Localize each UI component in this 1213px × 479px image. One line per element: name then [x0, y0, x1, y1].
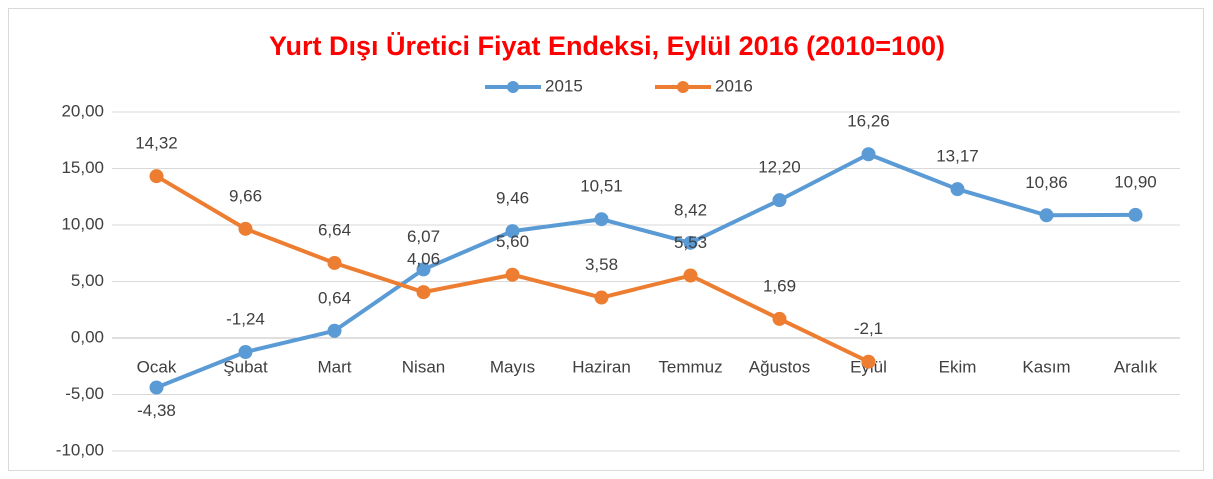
data-label: 10,90 — [1114, 172, 1157, 191]
y-tick-label: -10,00 — [56, 440, 104, 459]
y-tick-label: 10,00 — [61, 214, 104, 233]
data-point — [416, 262, 431, 277]
data-point — [594, 212, 609, 227]
data-point — [327, 255, 342, 270]
data-label: 0,64 — [318, 288, 351, 307]
legend-label: 2016 — [715, 76, 753, 95]
x-tick-label: Haziran — [572, 357, 631, 376]
chart-title: Yurt Dışı Üretici Fiyat Endeksi, Eylül 2… — [269, 31, 945, 61]
data-label: 10,51 — [580, 177, 623, 196]
y-tick-label: 0,00 — [71, 327, 104, 346]
x-tick-label: Nisan — [402, 357, 445, 376]
x-tick-label: Mayıs — [490, 357, 535, 376]
data-label: 13,17 — [936, 147, 979, 166]
data-label: -4,38 — [137, 401, 176, 420]
data-point — [238, 345, 253, 360]
data-point — [149, 169, 164, 184]
data-label: -1,24 — [226, 309, 265, 328]
data-label: 9,66 — [229, 186, 262, 205]
data-point — [594, 290, 609, 305]
data-label: 6,64 — [318, 220, 351, 239]
y-tick-label: -5,00 — [65, 384, 104, 403]
data-label: 12,20 — [758, 158, 801, 177]
data-point — [149, 380, 164, 395]
data-point — [861, 147, 876, 162]
y-tick-label: 5,00 — [71, 271, 104, 290]
data-label: 16,26 — [847, 112, 890, 131]
x-tick-label: Temmuz — [658, 357, 722, 376]
data-point — [327, 323, 342, 338]
data-label: 5,60 — [496, 232, 529, 251]
data-point — [1128, 207, 1143, 222]
data-point — [683, 235, 698, 250]
x-tick-label: Kasım — [1022, 357, 1070, 376]
data-point — [861, 354, 876, 369]
data-label: 8,42 — [674, 200, 707, 219]
data-point — [772, 311, 787, 326]
legend-label: 2015 — [545, 76, 583, 95]
data-point — [505, 224, 520, 239]
chart-frame — [8, 8, 1204, 471]
data-label: 6,07 — [407, 227, 440, 246]
x-tick-label: Aralık — [1114, 357, 1158, 376]
data-label: 10,86 — [1025, 173, 1068, 192]
data-label: 5,53 — [674, 233, 707, 252]
data-label: 9,46 — [496, 189, 529, 208]
x-tick-label: Ekim — [939, 357, 977, 376]
y-tick-label: 15,00 — [61, 158, 104, 177]
data-point — [1039, 208, 1054, 223]
x-tick-label: Şubat — [223, 357, 268, 376]
data-point — [238, 221, 253, 236]
legend-marker — [677, 81, 689, 93]
y-tick-label: 20,00 — [61, 101, 104, 120]
data-point — [416, 285, 431, 300]
series-line — [155, 152, 1136, 390]
data-label: 3,58 — [585, 255, 618, 274]
x-tick-label: Mart — [318, 357, 352, 376]
data-label: -2,1 — [854, 319, 883, 338]
x-tick-label: Ocak — [137, 357, 177, 376]
data-point — [683, 268, 698, 283]
data-label: 1,69 — [763, 276, 796, 295]
legend-marker — [507, 81, 519, 93]
data-point — [772, 193, 787, 208]
x-tick-label: Ağustos — [749, 357, 810, 376]
data-label: 14,32 — [135, 134, 178, 153]
data-point — [505, 267, 520, 282]
data-point — [950, 182, 965, 197]
data-label: 4,06 — [407, 250, 440, 269]
